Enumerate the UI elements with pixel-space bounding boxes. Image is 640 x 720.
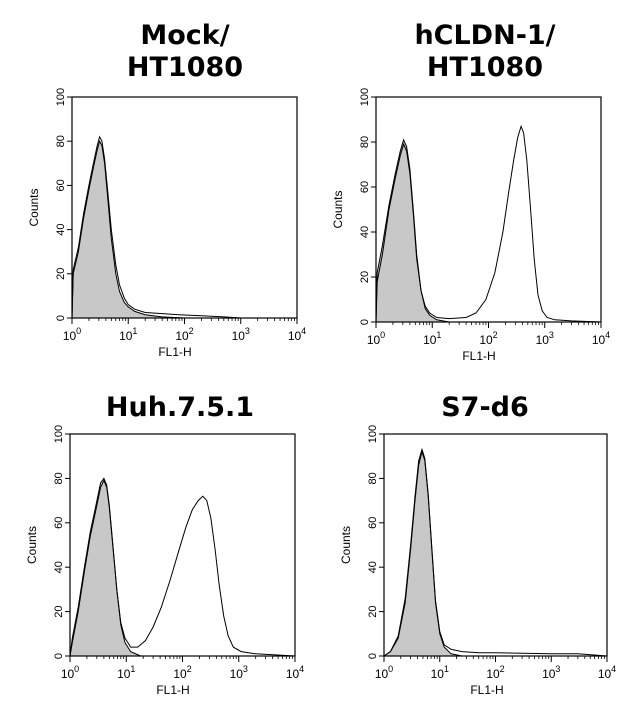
y-axis-title-2: Counts <box>331 190 345 228</box>
y-tick-label-3-5: 100 <box>53 425 65 443</box>
x-tick-label-3-1: 101 <box>117 664 135 681</box>
x-tick-label-2-4: 104 <box>592 330 610 347</box>
outline-histogram-1 <box>71 135 241 319</box>
x-tick-label-2-2: 102 <box>479 330 497 347</box>
filled-histogram-1 <box>71 139 185 319</box>
x-tick-label-2-1: 101 <box>423 330 441 347</box>
panel-3-title-line-1: Huh.7.5.1 <box>105 392 255 423</box>
x-tick-label-4-4: 104 <box>598 664 616 681</box>
y-tick-label-2-3: 60 <box>359 181 371 193</box>
x-tick-label-4-2: 102 <box>486 664 504 681</box>
filled-histogram-4 <box>382 449 462 657</box>
filled-histogram-3 <box>69 477 141 657</box>
x-tick-label-1-1: 101 <box>119 326 137 343</box>
histogram-panel-2: 0 20 40 60 80 100 Counts 100 101 102 103 104 FL1-H <box>331 88 610 363</box>
panel-1-title: Mock/ HT1080 <box>70 20 300 84</box>
y-tick-label-4-4: 80 <box>367 472 379 484</box>
panel-4-title: S7-d6 <box>370 392 600 424</box>
y-tick-label-1-3: 60 <box>55 179 67 191</box>
y-tick-label-2-0: 0 <box>359 319 371 325</box>
x-axis-title-4: FL1-H <box>470 683 503 697</box>
y-tick-label-3-1: 20 <box>53 605 65 617</box>
y-tick-label-4-5: 100 <box>367 425 379 443</box>
panel-3-title: Huh.7.5.1 <box>65 392 295 424</box>
filled-histogram-2 <box>375 138 450 323</box>
x-axis-title-2: FL1-H <box>462 349 495 363</box>
x-tick-label-3-3: 103 <box>230 664 248 681</box>
y-tick-label-4-1: 20 <box>367 605 379 617</box>
x-tick-label-1-4: 104 <box>288 326 306 343</box>
panel-2-title-line-1: hCLDN-1/ <box>414 20 556 51</box>
y-axis-title-1: Counts <box>27 188 41 226</box>
x-tick-label-1-0: 100 <box>63 326 81 343</box>
x-tick-label-3-4: 104 <box>286 664 304 681</box>
y-axis-title-3: Counts <box>25 526 39 564</box>
y-tick-label-3-4: 80 <box>53 472 65 484</box>
histogram-panel-4: 0 20 40 60 80 100 Counts 100 101 102 103 104 FL1-H <box>339 425 616 697</box>
x-tick-label-4-3: 103 <box>542 664 560 681</box>
y-tick-label-4-2: 40 <box>367 561 379 573</box>
y-tick-label-2-1: 20 <box>359 271 371 283</box>
panel-1-title-line-2: HT1080 <box>126 52 244 83</box>
histogram-panel-3: 0 20 40 60 80 100 Counts 100 101 102 103 104 FL1-H <box>25 425 304 697</box>
y-tick-label-2-2: 40 <box>359 226 371 238</box>
panel-2-title: hCLDN-1/ HT1080 <box>370 20 600 84</box>
x-axis-title-3: FL1-H <box>156 683 189 697</box>
y-tick-label-2-5: 100 <box>359 88 371 106</box>
x-axis-title-1: FL1-H <box>158 345 191 359</box>
panel-1-title-line-1: Mock/ <box>140 20 230 51</box>
outline-histogram-4 <box>383 447 608 657</box>
y-tick-label-1-5: 100 <box>55 88 67 106</box>
x-tick-label-2-3: 103 <box>536 330 554 347</box>
y-tick-label-1-2: 40 <box>55 223 67 235</box>
x-tick-label-3-2: 102 <box>173 664 191 681</box>
y-tick-label-3-0: 0 <box>53 653 65 659</box>
panel-2-title-line-2: HT1080 <box>426 52 544 83</box>
outline-histogram-2 <box>375 124 602 323</box>
x-tick-label-4-1: 101 <box>431 664 449 681</box>
outline-histogram-3 <box>69 479 296 657</box>
y-tick-label-3-3: 60 <box>53 517 65 529</box>
y-tick-label-4-0: 0 <box>367 653 379 659</box>
histogram-panel-1: 0 20 40 60 80 100 Counts 100 101 102 103 104 FL1-H <box>27 88 306 359</box>
x-tick-label-1-3: 103 <box>232 326 250 343</box>
x-tick-label-4-0: 100 <box>375 664 393 681</box>
x-tick-label-1-2: 102 <box>175 326 193 343</box>
y-tick-label-1-1: 20 <box>55 268 67 280</box>
x-tick-label-3-0: 100 <box>61 664 79 681</box>
y-tick-label-4-3: 60 <box>367 517 379 529</box>
x-tick-label-2-0: 100 <box>367 330 385 347</box>
y-tick-label-1-0: 0 <box>55 315 67 321</box>
panel-4-title-line-1: S7-d6 <box>441 392 529 423</box>
y-tick-label-2-4: 80 <box>359 136 371 148</box>
y-tick-label-3-2: 40 <box>53 561 65 573</box>
y-tick-label-1-4: 80 <box>55 135 67 147</box>
y-axis-title-4: Counts <box>339 526 353 564</box>
